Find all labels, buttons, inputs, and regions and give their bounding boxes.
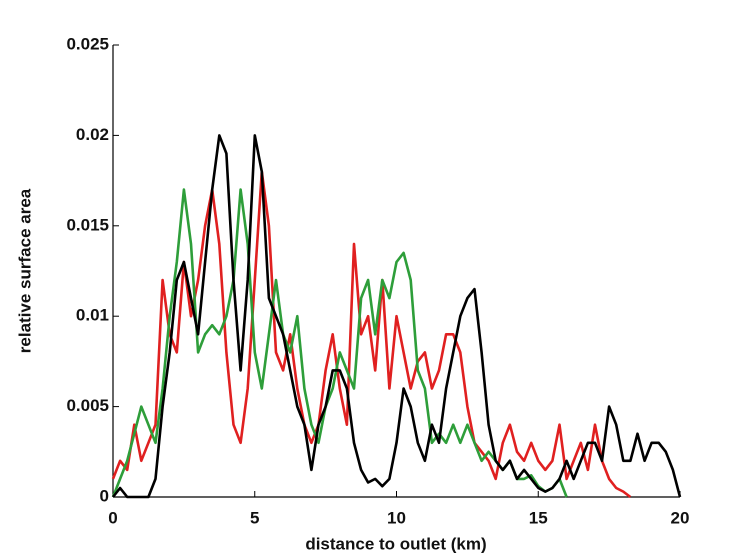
line-series bbox=[111, 134, 682, 499]
y-tick-label: 0.02 bbox=[76, 125, 109, 144]
x-tick-label: 20 bbox=[671, 508, 690, 527]
x-axis-label: distance to outlet (km) bbox=[305, 534, 486, 553]
x-tick-label: 5 bbox=[250, 508, 259, 527]
y-tick-label: 0 bbox=[100, 486, 109, 505]
y-tick-label: 0.015 bbox=[66, 215, 109, 234]
y-tick-label: 0.025 bbox=[66, 34, 109, 53]
x-tick-label: 0 bbox=[108, 508, 117, 527]
y-tick-label: 0.01 bbox=[76, 306, 109, 325]
y-axis-label: relative surface area bbox=[15, 188, 34, 353]
x-tick-label: 15 bbox=[529, 508, 548, 527]
line-series bbox=[111, 170, 632, 499]
y-tick-label: 0.005 bbox=[66, 396, 109, 415]
x-tick-label: 10 bbox=[387, 508, 406, 527]
line-series bbox=[111, 188, 568, 498]
